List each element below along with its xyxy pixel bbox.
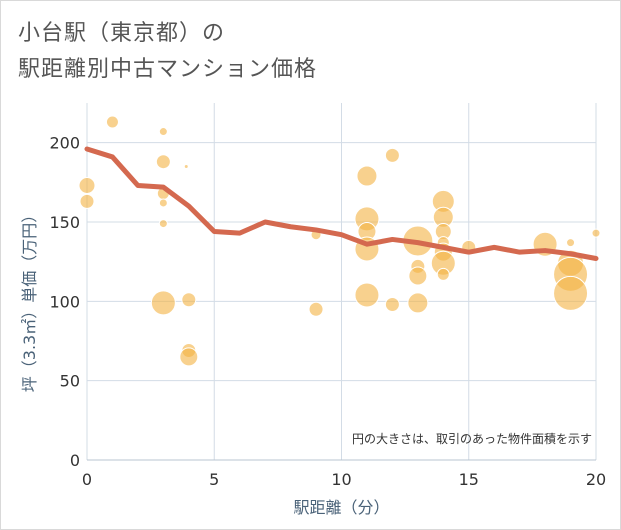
data-bubble xyxy=(553,275,589,311)
data-bubble xyxy=(384,147,400,163)
data-bubble xyxy=(407,292,429,314)
y-tick-label: 200 xyxy=(49,134,80,153)
data-bubble xyxy=(155,154,171,170)
average-price-line xyxy=(84,146,599,261)
data-bubble xyxy=(78,177,96,195)
data-bubble xyxy=(308,301,324,317)
data-bubble xyxy=(150,290,176,316)
chart-title-line-2: 駅距離別中古マンション価格 xyxy=(18,57,318,82)
data-bubble xyxy=(384,297,400,313)
tick-labels: 0 50 100 150 200 0 5 10 15 20 xyxy=(49,134,606,489)
x-tick-label: 5 xyxy=(209,470,219,489)
y-axis-title: 坪（3.3㎡）単価（万円） xyxy=(20,207,39,392)
y-tick-label: 50 xyxy=(60,372,80,391)
x-tick-label: 20 xyxy=(586,470,606,489)
y-tick-label: 100 xyxy=(49,292,80,311)
data-bubble xyxy=(158,127,168,137)
data-bubble xyxy=(354,282,380,308)
data-bubble xyxy=(436,267,450,281)
trend-line-layer xyxy=(84,146,599,261)
bubbles xyxy=(78,115,601,367)
bubble-size-note: 円の大きさは、取引のあった物件面積を示す xyxy=(352,431,592,446)
data-bubble xyxy=(158,198,168,208)
chart-title-line-1: 小台駅（東京都）の xyxy=(18,21,226,46)
data-bubble xyxy=(79,193,95,209)
data-bubble xyxy=(181,292,197,308)
x-tick-label: 0 xyxy=(82,470,92,489)
x-axis-title: 駅距離（分） xyxy=(293,498,389,517)
data-bubble xyxy=(356,165,378,187)
data-bubble xyxy=(408,266,428,286)
x-tick-label: 15 xyxy=(459,470,479,489)
x-tick-label: 10 xyxy=(331,470,351,489)
y-tick-label: 0 xyxy=(70,451,80,470)
data-bubble xyxy=(158,219,168,229)
data-bubble xyxy=(566,238,576,248)
data-bubble xyxy=(179,347,199,367)
data-bubble xyxy=(105,115,119,129)
data-bubble xyxy=(183,163,189,169)
y-tick-label: 150 xyxy=(49,213,80,232)
data-bubble xyxy=(591,228,601,238)
